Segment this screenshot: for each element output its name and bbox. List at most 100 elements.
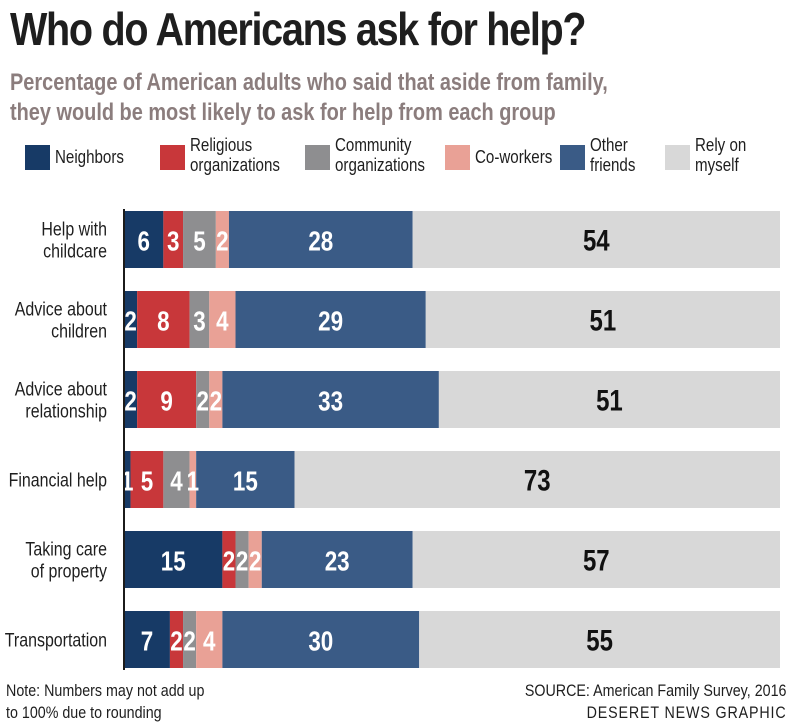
category-label-line: Transportation xyxy=(5,629,107,651)
bar-segment xyxy=(228,211,413,268)
category-label-line: Advice about xyxy=(15,298,107,320)
source-text: SOURCE: American Family Survey, 2016 xyxy=(524,681,786,700)
value-label: 57 xyxy=(583,543,610,577)
category-label: Transportation xyxy=(5,629,107,651)
bar-segment xyxy=(209,371,223,428)
category-label: Advice about children xyxy=(15,298,107,342)
chart-title: Who do Americans ask for help? xyxy=(10,3,587,55)
value-label: 28 xyxy=(308,226,333,257)
value-label: 33 xyxy=(318,386,343,417)
legend-item-4: Other friends xyxy=(560,135,644,175)
category-label-line: Financial help xyxy=(9,469,108,491)
value-label: 4 xyxy=(203,626,215,657)
bar-segment xyxy=(222,611,420,668)
value-label: 2 xyxy=(236,546,248,577)
value-label: 8 xyxy=(157,306,169,337)
legend-swatch xyxy=(25,145,50,170)
value-label: 1 xyxy=(121,466,133,497)
value-label: 2 xyxy=(249,546,261,577)
bar-segment xyxy=(412,211,780,268)
value-label: 7 xyxy=(141,626,153,657)
legend-label: Co-workers xyxy=(475,147,553,167)
bar-segment xyxy=(124,211,164,268)
category-label-line: relationship xyxy=(25,400,107,422)
value-label: 1 xyxy=(187,466,199,497)
legend-swatch xyxy=(160,145,185,170)
bar-segment xyxy=(215,211,229,268)
category-label: Advice about relationship xyxy=(15,378,107,422)
bar-segment xyxy=(222,531,236,588)
value-label: 2 xyxy=(124,306,136,337)
value-label: 54 xyxy=(583,223,610,257)
bar-segment xyxy=(183,611,197,668)
subtitle-line-1: Percentage of American adults who said t… xyxy=(10,69,608,96)
bar-segment xyxy=(248,531,262,588)
legend-item-0: Neighbors xyxy=(25,135,137,170)
bar-segment xyxy=(137,371,197,428)
value-label: 9 xyxy=(160,386,172,417)
bar-segment xyxy=(438,371,780,428)
value-label: 2 xyxy=(183,626,195,657)
bar-segment xyxy=(137,291,190,348)
bar-segment xyxy=(294,451,780,508)
value-label: 15 xyxy=(233,466,258,497)
legend-label: Neighbors xyxy=(55,147,124,167)
category-label-line: Help with xyxy=(41,218,107,240)
category-label-line: Advice about xyxy=(15,378,107,400)
bar-segment xyxy=(163,211,184,268)
bar-segment xyxy=(235,531,249,588)
value-label: 2 xyxy=(170,626,182,657)
bar-segment xyxy=(124,371,138,428)
category-label: Financial help xyxy=(9,469,108,491)
category-label-line: of property xyxy=(31,560,107,582)
graphic-credit: DESERET NEWS GRAPHIC xyxy=(586,703,786,722)
category-label-line: childcare xyxy=(43,240,107,262)
value-label: 2 xyxy=(223,546,235,577)
legend-swatch xyxy=(560,145,585,170)
value-label: 51 xyxy=(596,383,623,417)
value-label: 29 xyxy=(318,306,343,337)
bar-segment xyxy=(124,611,170,668)
legend-label: Other friends xyxy=(590,135,636,175)
bar-segment xyxy=(235,291,426,348)
value-label: 2 xyxy=(210,386,222,417)
bar-segment xyxy=(222,371,439,428)
bar-segment xyxy=(196,371,210,428)
bar-segment xyxy=(196,451,295,508)
subtitle-line-2: they would be most likely to ask for hel… xyxy=(10,99,556,126)
legend-item-2: Community organizations xyxy=(305,135,442,175)
legend-label: Religious organizations xyxy=(190,135,280,175)
category-label-line: Taking care xyxy=(25,538,107,560)
legend: Neighbors Religious organizations Communit… xyxy=(0,135,800,190)
legend-swatch xyxy=(305,145,330,170)
value-label: 15 xyxy=(161,546,186,577)
value-label: 23 xyxy=(325,546,350,577)
value-label: 4 xyxy=(216,306,228,337)
bar-segment xyxy=(196,611,223,668)
bar-segment xyxy=(163,451,190,508)
bar-segment xyxy=(189,291,210,348)
legend-swatch xyxy=(445,145,470,170)
legend-label: Community organizations xyxy=(335,135,425,175)
value-label: 73 xyxy=(524,463,551,497)
category-label-line: children xyxy=(51,320,107,342)
bar-segment xyxy=(124,451,131,508)
legend-item-1: Religious organizations xyxy=(160,135,297,175)
source-block: SOURCE: American Family Survey, 2016 DES… xyxy=(524,680,786,724)
stacked-bar-chart: Help with childcare 6 3 5 2 28 54 Advice about ch… xyxy=(0,195,800,680)
footnote: Note: Numbers may not add up to 100% due… xyxy=(6,681,205,722)
value-label: 2 xyxy=(216,226,228,257)
bar-segment xyxy=(261,531,413,588)
value-label: 3 xyxy=(167,226,179,257)
value-label: 51 xyxy=(590,303,617,337)
bar-segment xyxy=(189,451,197,508)
bar-segment xyxy=(124,291,138,348)
bar-segment xyxy=(183,211,216,268)
value-label: 2 xyxy=(196,386,208,417)
bar-segment xyxy=(169,611,184,668)
value-label: 3 xyxy=(193,306,205,337)
value-label: 5 xyxy=(141,466,153,497)
bar-segment xyxy=(419,611,780,668)
bar-segment xyxy=(124,531,223,588)
